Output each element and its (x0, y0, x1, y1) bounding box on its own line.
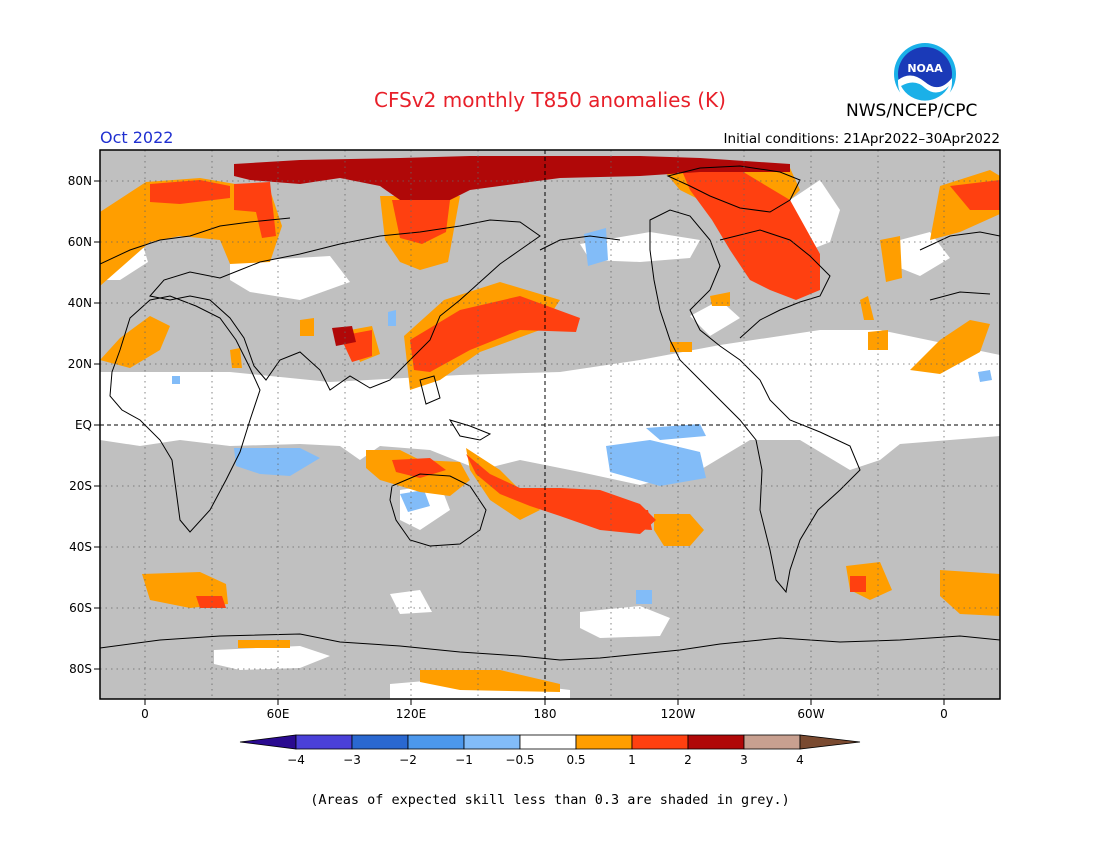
lon-label: 60E (267, 707, 290, 721)
chart-title: CFSv2 monthly T850 anomalies (K) (374, 88, 726, 112)
legend-swatch (575, 734, 633, 750)
lat-label: 40N (68, 296, 92, 310)
legend-swatch (407, 734, 465, 750)
legend-label: 0.5 (566, 753, 585, 767)
noaa-logo-icon: NOAA (894, 43, 956, 106)
lon-label: 60W (797, 707, 824, 721)
agency-label: NWS/NCEP/CPC (846, 101, 978, 121)
legend-swatch (743, 734, 801, 750)
lat-label: 80S (69, 662, 92, 676)
legend-label: 2 (684, 753, 692, 767)
lon-label: 180 (534, 707, 557, 721)
legend-swatch (351, 734, 409, 750)
lat-labels: 80N 60N 40N 20N EQ 20S 40S 60S 80S (68, 174, 92, 676)
legend-arrow-low (239, 734, 297, 750)
coastlines (100, 165, 1000, 661)
lon-label: 0 (940, 707, 948, 721)
very-strong-warm-regions (234, 156, 790, 346)
legend-label: −3 (343, 753, 361, 767)
legend-swatch (295, 734, 353, 750)
lat-label: 20N (68, 357, 92, 371)
legend-swatch (463, 734, 521, 750)
legend-swatch (631, 734, 689, 750)
lon-ticks (144, 699, 945, 705)
legend-label: −2 (399, 753, 417, 767)
lon-label: 120W (661, 707, 696, 721)
lat-label: 40S (69, 540, 92, 554)
legend-label: 1 (628, 753, 636, 767)
cool-anomaly-regions (172, 228, 992, 604)
skill-footnote: (Areas of expected skill less than 0.3 a… (310, 792, 790, 808)
gridlines (100, 150, 1000, 699)
legend-swatch (687, 734, 745, 750)
lat-label: 60S (69, 601, 92, 615)
legend-label: 3 (740, 753, 748, 767)
lat-label: 20S (69, 479, 92, 493)
legend-label: −1 (455, 753, 473, 767)
legend-arrow-high (799, 734, 861, 750)
map-field (100, 150, 1000, 699)
logo-text: NOAA (907, 62, 943, 75)
lat-label: 60N (68, 235, 92, 249)
lon-label: 120E (396, 707, 427, 721)
color-legend: −4 −3 −2 −1 −0.5 0.5 1 2 3 4 (239, 734, 861, 767)
lat-label: EQ (75, 418, 92, 432)
initial-conditions: Initial conditions: 21Apr2022–30Apr2022 (723, 131, 1000, 147)
legend-label: 4 (796, 753, 804, 767)
legend-label: −4 (287, 753, 305, 767)
legend-label: −0.5 (505, 753, 534, 767)
lon-labels: 0 60E 120E 180 120W 60W 0 (141, 707, 948, 721)
lat-label: 80N (68, 174, 92, 188)
lon-label: 0 (141, 707, 149, 721)
neutral-regions (100, 180, 1000, 699)
lat-ticks (94, 180, 100, 670)
legend-swatch (519, 734, 577, 750)
target-month: Oct 2022 (100, 128, 174, 147)
